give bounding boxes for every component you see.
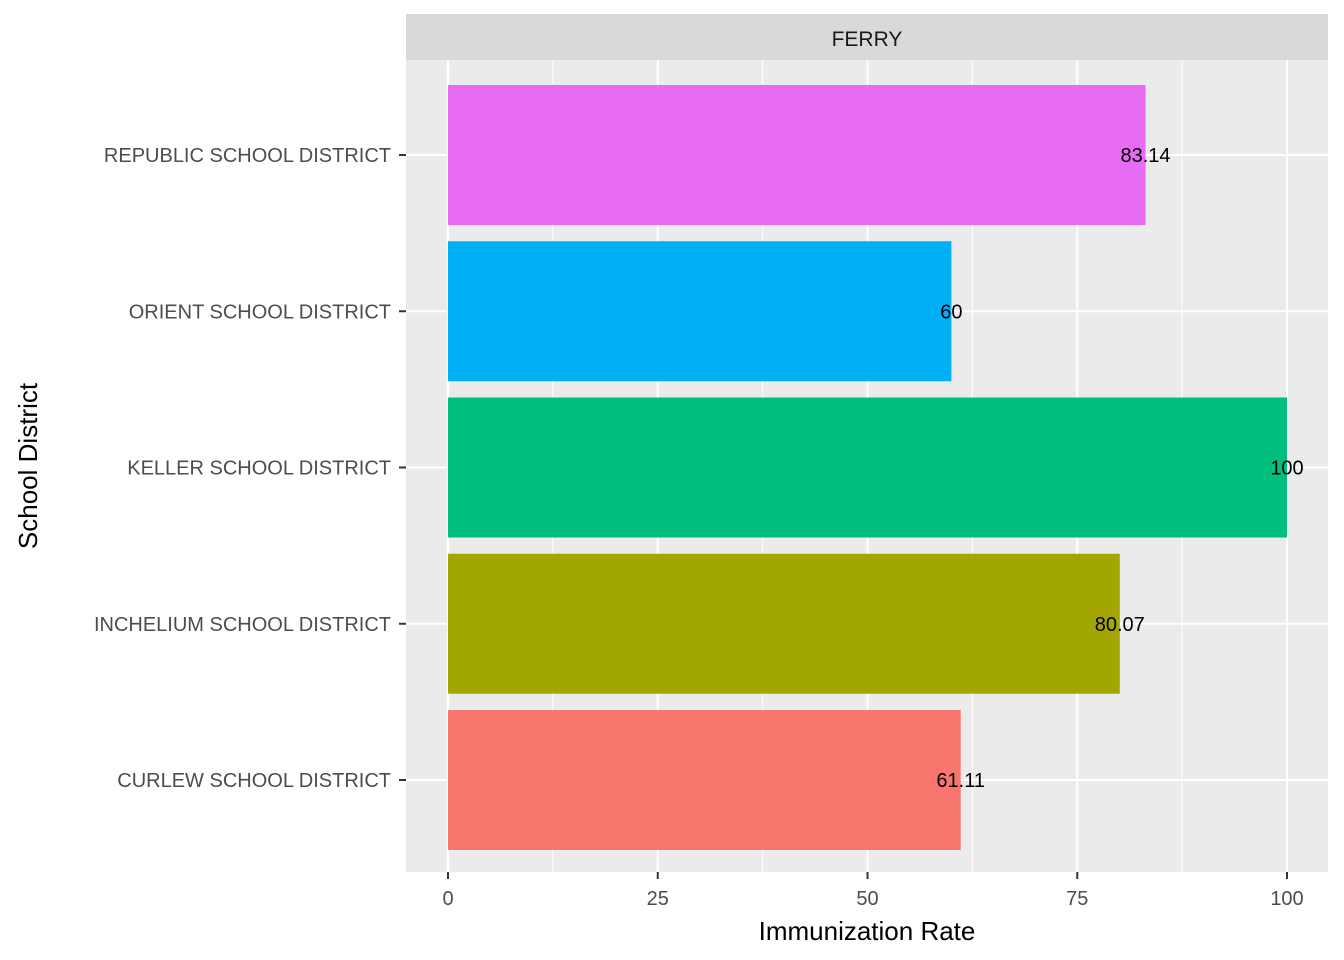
facet-label: FERRY	[832, 28, 903, 51]
x-axis: 0 25 50 75 100	[442, 872, 1304, 910]
data-label: 80.07	[1095, 614, 1145, 636]
facet-strip	[406, 14, 1328, 60]
x-tick-label: 25	[647, 888, 669, 910]
y-tick-label: INCHELIUM SCHOOL DISTRICT	[94, 614, 391, 636]
x-tick-label: 50	[856, 888, 878, 910]
y-tick-label: REPUBLIC SCHOOL DISTRICT	[104, 145, 391, 167]
x-tick-label: 75	[1066, 888, 1088, 910]
bar	[448, 397, 1287, 538]
data-label: 83.14	[1121, 145, 1171, 167]
data-label: 61.11	[936, 770, 985, 792]
y-tick-label: CURLEW SCHOOL DISTRICT	[117, 770, 391, 792]
y-axis: REPUBLIC SCHOOL DISTRICT ORIENT SCHOOL DI…	[94, 145, 406, 792]
y-tick-label: KELLER SCHOOL DISTRICT	[127, 458, 391, 480]
y-axis-title: School District	[13, 382, 43, 549]
x-tick-label: 100	[1270, 888, 1303, 910]
bar	[448, 241, 952, 382]
data-label: 100	[1270, 458, 1303, 480]
bar	[448, 710, 961, 850]
data-labels: 83.14 60 100 80.07 61.11	[936, 145, 1303, 792]
bar	[448, 553, 1120, 694]
x-tick-label: 0	[442, 888, 453, 910]
bars	[448, 85, 1287, 850]
y-tick-label: ORIENT SCHOOL DISTRICT	[129, 301, 391, 323]
data-label: 60	[940, 301, 962, 323]
x-axis-title: Immunization Rate	[759, 916, 976, 946]
bar	[448, 85, 1146, 225]
